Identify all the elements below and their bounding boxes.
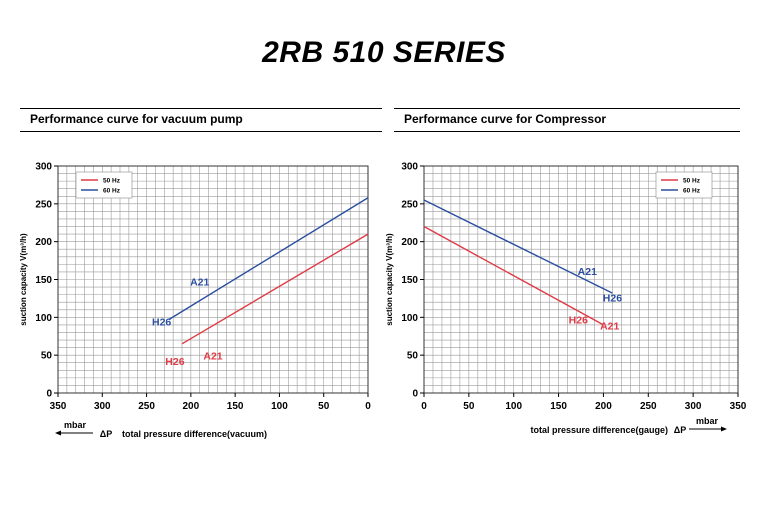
vacuum-x-tick-label: 250 — [138, 401, 155, 412]
compressor-curve-annotation: A21 — [600, 320, 619, 332]
vacuum-y-tick-label: 0 — [46, 389, 52, 400]
compressor-legend-box — [655, 171, 713, 199]
compressor-x-tick-label: 50 — [463, 401, 475, 412]
compressor-y-tick-label: 200 — [401, 237, 418, 248]
compressor-x-tick-label: 350 — [730, 401, 747, 412]
vacuum-series-line-60hz — [168, 197, 369, 321]
compressor-delta-p-label: ΔP — [674, 425, 686, 435]
compressor-series-line-60hz — [423, 199, 613, 294]
compressor-y-tick-label: 100 — [401, 313, 418, 324]
compressor-x-tick-label: 0 — [421, 401, 427, 412]
vacuum-curve-annotation: A21 — [203, 351, 222, 363]
vacuum-y-tick-label: 50 — [41, 351, 53, 362]
compressor-x-tick-label: 150 — [550, 401, 567, 412]
compressor-series-line-50hz — [423, 225, 604, 326]
vacuum-series-line-50hz — [181, 233, 369, 345]
compressor-y-tick-label: 50 — [407, 351, 419, 362]
vacuum-y-tick-label: 300 — [35, 162, 52, 173]
vacuum-x-tick-label: 150 — [227, 401, 244, 412]
vacuum-y-tick-label: 200 — [35, 237, 52, 248]
vacuum-x-unit-label: mbar — [64, 420, 87, 430]
compressor-x-tick-label: 250 — [640, 401, 657, 412]
page-title: 2RB 510 SERIES — [262, 36, 506, 69]
vacuum-delta-p-label: ΔP — [100, 429, 112, 439]
compressor-y-tick-label: 150 — [401, 275, 418, 286]
compressor-y-tick-label: 250 — [401, 199, 418, 210]
vacuum-y-axis-label: suction capacity V(m³/h) — [19, 233, 28, 326]
vacuum-legend-label: 60 Hz — [103, 188, 121, 195]
compressor-axis-arrow-head — [721, 426, 727, 432]
vacuum-x-tick-label: 300 — [94, 401, 111, 412]
vacuum-legend-box — [75, 171, 133, 199]
vacuum-curve-annotation: A21 — [190, 277, 209, 289]
compressor-legend-label: 60 Hz — [683, 188, 701, 195]
vacuum-y-tick-label: 250 — [35, 199, 52, 210]
compressor-chart-title: Performance curve for Compressor — [404, 112, 607, 126]
vacuum-pump-section-header: Performance curve for vacuum pump — [20, 108, 382, 132]
vacuum-x-axis-label: total pressure difference(vacuum) — [122, 429, 267, 439]
vacuum-x-tick-label: 200 — [183, 401, 200, 412]
vacuum-pump-chart-title: Performance curve for vacuum pump — [30, 112, 243, 126]
vacuum-x-tick-label: 0 — [365, 401, 371, 412]
compressor-x-tick-label: 200 — [595, 401, 612, 412]
vacuum-curve-annotation: H26 — [152, 317, 171, 329]
vacuum-x-tick-label: 100 — [271, 401, 288, 412]
compressor-curve-annotation: A21 — [578, 266, 597, 278]
compressor-y-axis-label: suction capacity V(m³/h) — [385, 233, 394, 326]
vacuum-axis-arrow-head — [55, 430, 61, 436]
compressor-x-tick-label: 300 — [685, 401, 702, 412]
compressor-x-axis-label: total pressure difference(gauge) — [530, 425, 668, 435]
vacuum-y-tick-label: 100 — [35, 313, 52, 324]
compressor-y-tick-label: 0 — [412, 389, 418, 400]
compressor-curve-annotation: H26 — [603, 292, 622, 304]
vacuum-pump-chart: 350 300 250 200 150 100 50 0 0 50 100 150 200 250 300 s… — [19, 162, 371, 440]
vacuum-y-tick-label: 150 — [35, 275, 52, 286]
compressor-curve-annotation: H26 — [569, 314, 588, 326]
compressor-x-tick-label: 100 — [505, 401, 522, 412]
compressor-y-tick-label: 300 — [401, 162, 418, 173]
vacuum-x-tick-label: 50 — [318, 401, 330, 412]
compressor-chart: 0 50 100 150 200 250 300 350 0 50 100 150 200 250 300 s… — [385, 162, 747, 436]
compressor-x-unit-label: mbar — [696, 416, 719, 426]
compressor-section-header: Performance curve for Compressor — [394, 108, 740, 132]
compressor-legend-label: 50 Hz — [683, 178, 701, 185]
vacuum-x-tick-label: 350 — [50, 401, 67, 412]
vacuum-legend-label: 50 Hz — [103, 178, 121, 185]
vacuum-curve-annotation: H26 — [165, 356, 184, 368]
